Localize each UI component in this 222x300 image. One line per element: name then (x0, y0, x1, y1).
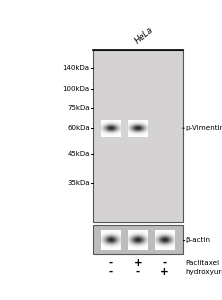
Text: -: - (163, 258, 167, 268)
Text: 100kDa: 100kDa (63, 85, 90, 91)
Text: 140kDa: 140kDa (63, 65, 90, 71)
Text: β-actin: β-actin (185, 237, 210, 243)
Text: 60kDa: 60kDa (67, 125, 90, 131)
Text: hydroxyurea: hydroxyurea (185, 268, 222, 274)
Text: 35kDa: 35kDa (67, 180, 90, 186)
Text: Paclitaxel: Paclitaxel (185, 260, 219, 266)
Bar (93, 50, 182, 222)
Text: -: - (109, 258, 113, 268)
Text: +: + (160, 267, 169, 277)
Text: 75kDa: 75kDa (67, 104, 90, 110)
Text: +: + (133, 258, 142, 268)
Text: p-Vimentin-S83: p-Vimentin-S83 (185, 125, 222, 131)
Text: -: - (136, 267, 140, 277)
Text: HeLa: HeLa (133, 25, 155, 45)
Bar (93, 225, 182, 254)
Text: 45kDa: 45kDa (67, 151, 90, 157)
Text: -: - (109, 267, 113, 277)
